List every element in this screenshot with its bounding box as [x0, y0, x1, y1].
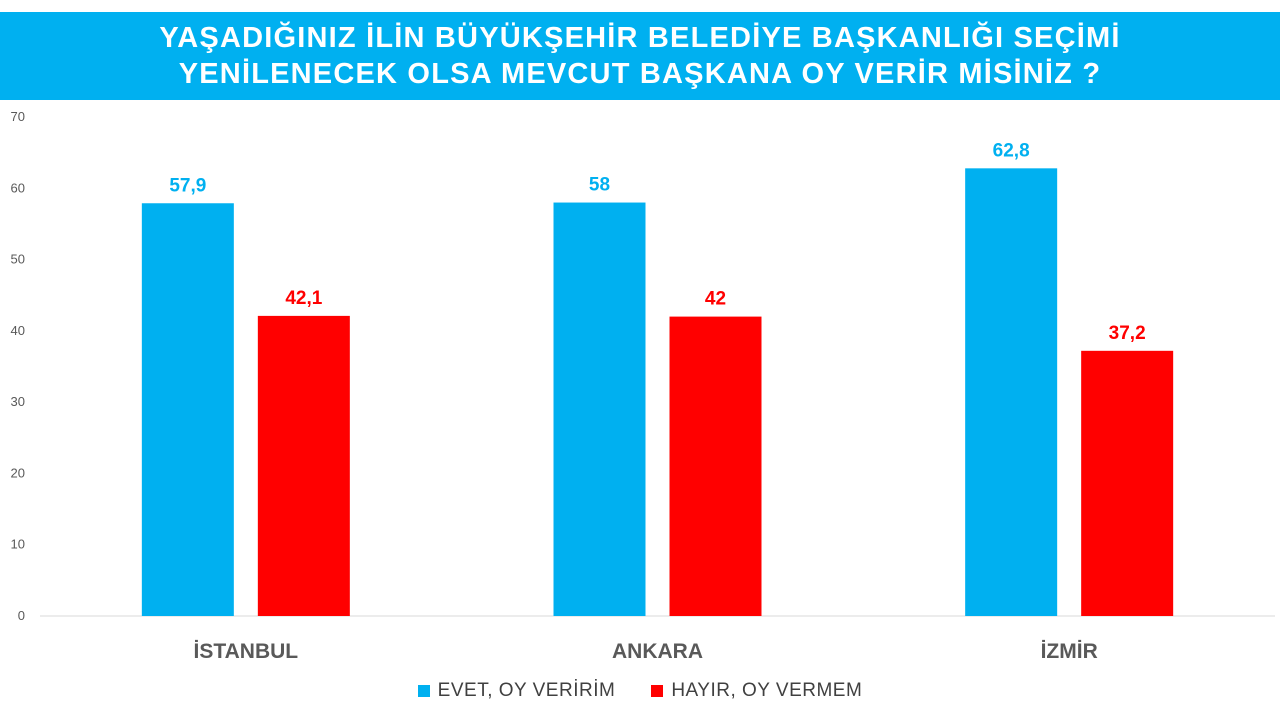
bar-hayir — [1081, 350, 1174, 616]
category-label: ANKARA — [612, 640, 703, 663]
chart-title-line-1: YAŞADIĞINIZ İLİN BÜYÜKŞEHİR BELEDİYE BAŞ… — [159, 22, 1121, 54]
y-tick-label: 0 — [18, 608, 25, 623]
y-tick-label: 70 — [11, 109, 25, 124]
data-label: 57,9 — [169, 175, 206, 196]
bar-evet — [553, 202, 646, 617]
bar-evet — [141, 203, 234, 616]
legend: EVET, OY VERİRİM HAYIR, OY VERMEM — [0, 680, 1280, 702]
y-tick-label: 30 — [11, 394, 25, 409]
data-label: 37,2 — [1109, 323, 1146, 344]
title-banner: YAŞADIĞINIZ İLİN BÜYÜKŞEHİR BELEDİYE BAŞ… — [0, 12, 1280, 100]
y-tick-label: 10 — [11, 537, 25, 552]
category-label: İSTANBUL — [194, 640, 299, 663]
y-tick-label: 40 — [11, 323, 25, 338]
bar-hayir — [669, 316, 762, 616]
data-label: 42 — [705, 289, 726, 310]
y-tick-label: 50 — [11, 252, 25, 267]
legend-swatch-hayir — [651, 685, 664, 697]
legend-label-hayir: HAYIR, OY VERMEM — [671, 680, 863, 701]
data-label: 58 — [589, 175, 610, 196]
data-label: 42,1 — [285, 288, 322, 309]
data-label: 62,8 — [993, 140, 1030, 161]
legend-item-hayir: HAYIR, OY VERMEM — [651, 680, 862, 702]
legend-label-evet: EVET, OY VERİRİM — [437, 680, 616, 701]
y-tick-label: 20 — [11, 465, 25, 480]
y-tick-label: 60 — [11, 180, 25, 195]
bar-evet — [965, 168, 1058, 616]
legend-item-evet: EVET, OY VERİRİM — [417, 680, 616, 702]
category-label: İZMİR — [1041, 640, 1098, 663]
bar-hayir — [257, 315, 350, 616]
chart-title-line-2: YENİLENECEK OLSA MEVCUT BAŞKANA OY VERİR… — [178, 58, 1102, 90]
legend-swatch-evet — [417, 685, 430, 697]
